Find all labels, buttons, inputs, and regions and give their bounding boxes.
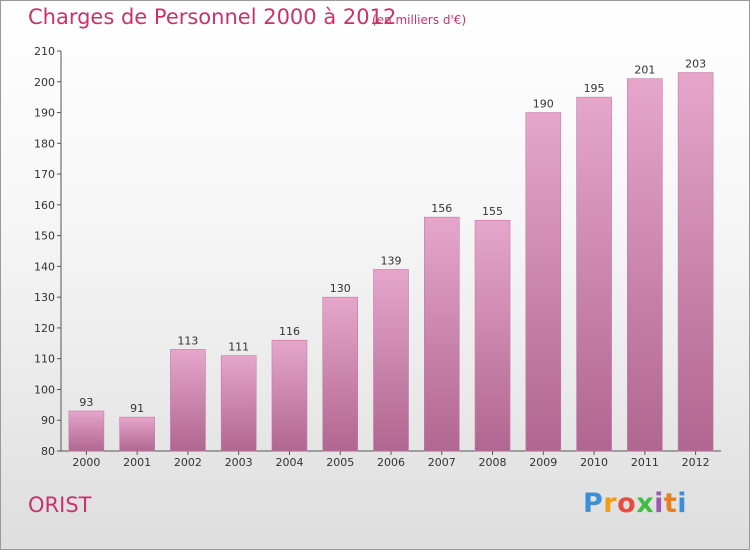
data-label-2010: 195 [584,82,605,95]
data-label-2008: 155 [482,205,503,218]
y-tick-label: 140 [34,260,55,273]
data-label-2005: 130 [330,282,351,295]
bar-2010 [576,96,612,452]
x-tick-label-2009: 2009 [529,456,557,469]
data-label-2003: 111 [228,341,249,354]
y-tick-label: 130 [34,291,55,304]
logo-letter: r [603,488,618,519]
data-label-2002: 113 [177,334,198,347]
data-label-2007: 156 [431,202,452,215]
data-label-2000: 93 [79,396,93,409]
y-tick-label: 160 [34,199,55,212]
bar-2008 [474,219,511,452]
x-tick-label-2008: 2008 [479,456,507,469]
x-tick-label-2004: 2004 [275,456,303,469]
y-tick-label: 110 [34,353,55,366]
y-axis: 80 90 100 110 120 130 140 150 160 170 180 190 200 210 [34,45,62,458]
data-label-2012: 203 [685,58,706,71]
bar-2009 [525,112,562,452]
bar-2001 [119,416,155,452]
bar-2006 [373,269,409,452]
logo-letter: P [583,488,604,519]
chart-subtitle: (en milliers d'€) [372,13,467,27]
y-tick-label: 80 [41,445,55,458]
logo-letter: i [677,488,688,519]
logo-letter: x [636,488,655,519]
logo-letter: i [654,488,664,519]
chart-title: Charges de Personnel 2000 à 2012 [28,5,397,29]
bar-2005 [322,296,359,452]
x-tick-label-2005: 2005 [326,456,354,469]
data-label-2009: 190 [533,98,554,111]
y-tick-label: 210 [34,45,55,58]
commune-name: ORIST [28,493,92,517]
bar-2000 [68,410,105,452]
data-label-2004: 116 [279,325,300,338]
bar-2012 [677,72,714,452]
y-tick-label: 150 [34,230,55,243]
x-tick-label-2000: 2000 [72,456,100,469]
bar-2011 [627,78,663,452]
y-tick-label: 190 [34,107,55,120]
data-label-2001: 91 [130,402,144,415]
bar-2007 [423,216,460,452]
data-label-2011: 201 [634,64,655,77]
y-tick-label: 180 [34,137,55,150]
bar-2004 [271,339,308,452]
y-tick-label: 200 [34,76,55,89]
proxiti-logo: Proxiti [583,488,687,519]
x-tick-label-2012: 2012 [682,456,710,469]
x-tick-label-2002: 2002 [174,456,202,469]
x-tick-label-2011: 2011 [631,456,659,469]
y-tick-label: 170 [34,168,55,181]
y-tick-label: 120 [34,322,55,335]
x-tick-label-2010: 2010 [580,456,608,469]
bar-2002 [170,349,206,452]
x-tick-label-2003: 2003 [225,456,253,469]
logo-letter: t [663,488,678,519]
bars: 93 91 113 111 116 130 139 156 155 190 195 201 203 [68,58,714,452]
data-label-2006: 139 [381,254,402,267]
y-tick-label: 100 [34,383,55,396]
x-tick-label-2006: 2006 [377,456,405,469]
y-tick-label: 90 [41,414,55,427]
x-tick-label-2007: 2007 [428,456,456,469]
x-axis: 2000 2001 2002 2003 2004 2005 2006 2007 2008 2009… [61,450,721,469]
logo-letter: o [617,488,637,519]
x-tick-label-2001: 2001 [123,456,151,469]
bar-2003 [220,355,257,452]
